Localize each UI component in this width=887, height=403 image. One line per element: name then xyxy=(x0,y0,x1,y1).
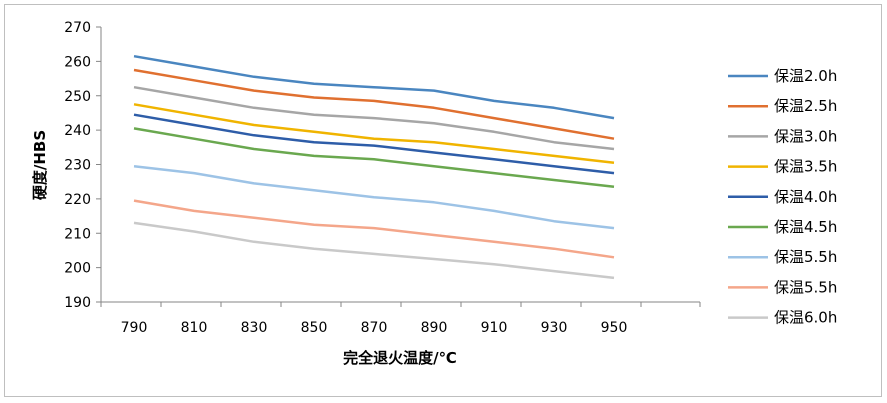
y-tick-label: 200 xyxy=(64,261,91,277)
series-line xyxy=(133,85,615,151)
x-tick-label: 870 xyxy=(361,320,388,336)
y-axis-title: 硬度/HBS xyxy=(31,130,49,200)
x-tick-label: 810 xyxy=(181,320,208,336)
legend: 保温2.0h 保温2.5h 保温3.0h 保温3.5h 保温4.0h 保温4.5h 保温5.… xyxy=(728,67,837,327)
legend-entry: 保温5.5h xyxy=(774,248,837,266)
x-tick-label: 850 xyxy=(301,320,328,336)
series-line xyxy=(133,113,615,175)
series-line xyxy=(133,127,615,189)
series-line xyxy=(133,54,615,120)
legend-entry: 保温6.0h xyxy=(774,309,837,327)
x-tick-label: 930 xyxy=(541,320,568,336)
legend-entry: 保温2.0h xyxy=(774,67,837,85)
series-line xyxy=(133,221,615,280)
y-tick-label: 270 xyxy=(64,20,91,36)
legend-entry: 保温2.5h xyxy=(774,97,837,115)
x-tick-label: 950 xyxy=(601,320,628,336)
y-tick-label: 240 xyxy=(64,123,91,139)
x-tick-label: 910 xyxy=(481,320,508,336)
y-tick-labels: 190 200 210 220 230 240 250 260 270 xyxy=(64,20,91,311)
x-tick-label: 890 xyxy=(421,320,448,336)
series-line xyxy=(133,68,615,140)
series-line xyxy=(133,164,615,230)
y-tick-label: 230 xyxy=(64,158,91,174)
y-tick-label: 210 xyxy=(64,226,91,242)
x-tick-label: 830 xyxy=(241,320,268,336)
legend-entry: 保温5.5h xyxy=(774,278,837,296)
legend-entry: 保温3.0h xyxy=(774,127,837,145)
legend-entry: 保温4.0h xyxy=(774,188,837,206)
series-line xyxy=(133,103,615,165)
x-tick-label: 790 xyxy=(121,320,148,336)
y-tick-label: 220 xyxy=(64,192,91,208)
series-line xyxy=(133,199,615,259)
y-tick-label: 260 xyxy=(64,54,91,70)
legend-entry: 保温4.5h xyxy=(774,218,837,236)
x-tick-labels: 790 810 830 850 870 890 910 930 950 xyxy=(121,320,628,336)
axes xyxy=(96,26,701,307)
legend-entry: 保温3.5h xyxy=(774,158,837,176)
y-tick-label: 190 xyxy=(64,295,91,311)
x-axis-title: 完全退火温度/℃ xyxy=(343,349,457,367)
series-lines xyxy=(133,54,615,280)
y-tick-label: 250 xyxy=(64,89,91,105)
chart-frame xyxy=(4,4,882,397)
